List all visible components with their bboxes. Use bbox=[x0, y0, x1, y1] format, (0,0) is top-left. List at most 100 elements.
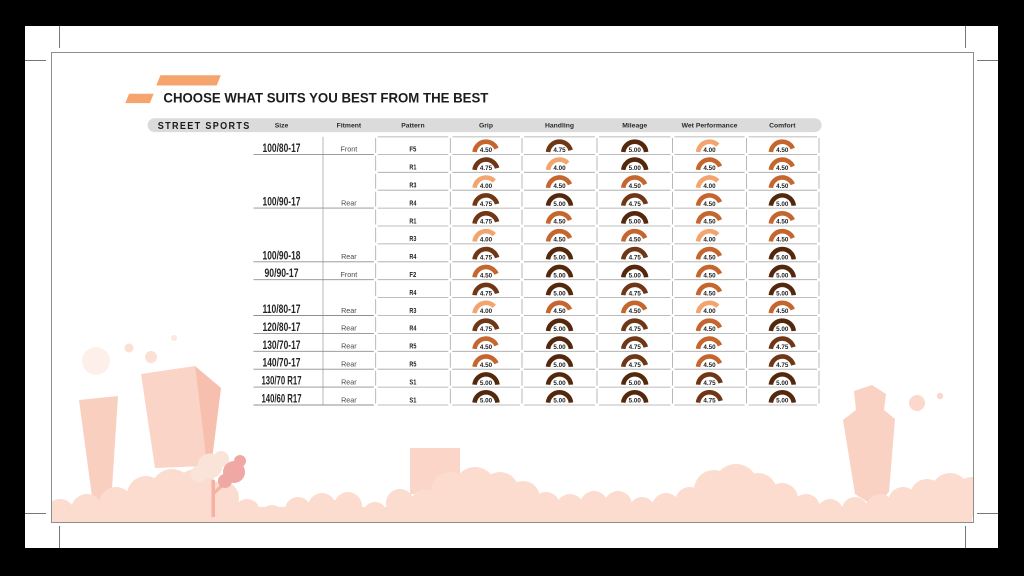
svg-text:4.50: 4.50 bbox=[629, 237, 642, 244]
svg-text:4.00: 4.00 bbox=[703, 308, 716, 315]
svg-text:5.00: 5.00 bbox=[776, 201, 789, 208]
svg-text:R5: R5 bbox=[409, 360, 416, 369]
svg-text:5.00: 5.00 bbox=[776, 380, 789, 387]
svg-text:5.00: 5.00 bbox=[480, 398, 493, 405]
svg-text:R5: R5 bbox=[409, 342, 416, 351]
svg-text:4.50: 4.50 bbox=[553, 237, 566, 244]
svg-text:4.50: 4.50 bbox=[553, 183, 566, 190]
svg-text:120/80-17: 120/80-17 bbox=[263, 320, 301, 334]
svg-text:4.00: 4.00 bbox=[703, 237, 716, 244]
svg-text:5.00: 5.00 bbox=[553, 326, 566, 333]
svg-text:5.00: 5.00 bbox=[553, 362, 566, 369]
svg-text:4.50: 4.50 bbox=[629, 183, 642, 190]
svg-text:Pattern: Pattern bbox=[401, 123, 424, 130]
svg-text:R4: R4 bbox=[409, 198, 416, 207]
svg-text:5.00: 5.00 bbox=[776, 255, 789, 262]
svg-text:STREET SPORTS: STREET SPORTS bbox=[158, 121, 251, 132]
svg-text:Rear: Rear bbox=[341, 306, 357, 315]
svg-text:Rear: Rear bbox=[341, 395, 357, 404]
svg-text:5.00: 5.00 bbox=[629, 272, 642, 279]
svg-text:Rear: Rear bbox=[341, 252, 357, 261]
svg-text:5.00: 5.00 bbox=[776, 290, 789, 297]
svg-text:4.75: 4.75 bbox=[553, 147, 566, 154]
svg-text:110/80-17: 110/80-17 bbox=[263, 302, 301, 316]
svg-text:5.00: 5.00 bbox=[776, 272, 789, 279]
svg-text:100/90-18: 100/90-18 bbox=[263, 248, 301, 262]
svg-text:4.50: 4.50 bbox=[776, 237, 789, 244]
svg-text:4.50: 4.50 bbox=[776, 165, 789, 172]
svg-text:Front: Front bbox=[341, 145, 358, 154]
svg-text:Handling: Handling bbox=[545, 123, 574, 130]
svg-text:4.75: 4.75 bbox=[629, 326, 642, 333]
svg-text:90/90-17: 90/90-17 bbox=[265, 266, 299, 280]
svg-text:4.75: 4.75 bbox=[480, 219, 493, 226]
svg-text:Front: Front bbox=[341, 270, 358, 279]
svg-text:5.00: 5.00 bbox=[776, 398, 789, 405]
svg-text:Grip: Grip bbox=[479, 123, 493, 130]
svg-text:Rear: Rear bbox=[341, 198, 357, 207]
svg-text:4.00: 4.00 bbox=[480, 308, 493, 315]
svg-text:4.50: 4.50 bbox=[553, 219, 566, 226]
svg-text:4.50: 4.50 bbox=[480, 362, 493, 369]
svg-text:F2: F2 bbox=[409, 270, 416, 279]
svg-text:4.50: 4.50 bbox=[703, 165, 716, 172]
svg-text:100/90-17: 100/90-17 bbox=[263, 195, 301, 209]
svg-text:4.75: 4.75 bbox=[480, 165, 493, 172]
svg-text:5.00: 5.00 bbox=[629, 380, 642, 387]
svg-text:Wet Performance: Wet Performance bbox=[682, 123, 738, 130]
svg-text:S1: S1 bbox=[409, 395, 416, 404]
svg-text:130/70 R17: 130/70 R17 bbox=[262, 374, 302, 388]
svg-text:4.00: 4.00 bbox=[703, 147, 716, 154]
svg-text:5.00: 5.00 bbox=[776, 326, 789, 333]
svg-text:4.75: 4.75 bbox=[629, 255, 642, 262]
svg-text:R3: R3 bbox=[409, 306, 416, 315]
svg-text:4.75: 4.75 bbox=[480, 255, 493, 262]
svg-text:4.50: 4.50 bbox=[703, 326, 716, 333]
svg-text:Fitment: Fitment bbox=[337, 123, 362, 130]
svg-text:R4: R4 bbox=[409, 288, 416, 297]
svg-text:4.00: 4.00 bbox=[480, 183, 493, 190]
svg-text:4.75: 4.75 bbox=[776, 344, 789, 351]
svg-text:5.00: 5.00 bbox=[629, 398, 642, 405]
svg-text:4.50: 4.50 bbox=[776, 147, 789, 154]
svg-text:R1: R1 bbox=[409, 216, 416, 225]
svg-text:4.50: 4.50 bbox=[703, 255, 716, 262]
svg-text:5.00: 5.00 bbox=[553, 255, 566, 262]
svg-text:Rear: Rear bbox=[341, 377, 357, 386]
svg-text:4.75: 4.75 bbox=[480, 290, 493, 297]
svg-text:R3: R3 bbox=[409, 181, 416, 190]
svg-text:4.75: 4.75 bbox=[629, 201, 642, 208]
svg-text:5.00: 5.00 bbox=[629, 219, 642, 226]
svg-text:5.00: 5.00 bbox=[553, 272, 566, 279]
svg-text:Rear: Rear bbox=[341, 324, 357, 333]
svg-text:4.50: 4.50 bbox=[553, 308, 566, 315]
svg-text:4.50: 4.50 bbox=[703, 219, 716, 226]
svg-text:4.00: 4.00 bbox=[703, 183, 716, 190]
svg-text:4.75: 4.75 bbox=[629, 344, 642, 351]
svg-text:4.50: 4.50 bbox=[480, 344, 493, 351]
svg-text:5.00: 5.00 bbox=[480, 380, 493, 387]
svg-text:5.00: 5.00 bbox=[629, 147, 642, 154]
svg-text:5.00: 5.00 bbox=[553, 380, 566, 387]
svg-text:4.75: 4.75 bbox=[629, 290, 642, 297]
svg-text:4.50: 4.50 bbox=[480, 147, 493, 154]
svg-text:4.75: 4.75 bbox=[703, 398, 716, 405]
svg-text:4.75: 4.75 bbox=[480, 201, 493, 208]
svg-text:5.00: 5.00 bbox=[629, 165, 642, 172]
svg-text:140/60 R17: 140/60 R17 bbox=[262, 392, 302, 406]
svg-text:F5: F5 bbox=[409, 145, 416, 154]
svg-text:4.75: 4.75 bbox=[703, 380, 716, 387]
svg-text:100/80-17: 100/80-17 bbox=[263, 141, 301, 155]
svg-text:4.50: 4.50 bbox=[703, 201, 716, 208]
svg-text:5.00: 5.00 bbox=[553, 398, 566, 405]
svg-text:5.00: 5.00 bbox=[553, 290, 566, 297]
svg-text:S1: S1 bbox=[409, 377, 416, 386]
svg-text:R4: R4 bbox=[409, 252, 416, 261]
svg-text:4.50: 4.50 bbox=[703, 344, 716, 351]
svg-text:4.50: 4.50 bbox=[480, 272, 493, 279]
svg-text:CHOOSE WHAT SUITS YOU BEST FRO: CHOOSE WHAT SUITS YOU BEST FROM THE BEST bbox=[163, 91, 489, 106]
svg-text:Rear: Rear bbox=[341, 360, 357, 369]
svg-text:5.00: 5.00 bbox=[553, 344, 566, 351]
svg-text:R1: R1 bbox=[409, 163, 416, 172]
svg-text:4.50: 4.50 bbox=[629, 308, 642, 315]
